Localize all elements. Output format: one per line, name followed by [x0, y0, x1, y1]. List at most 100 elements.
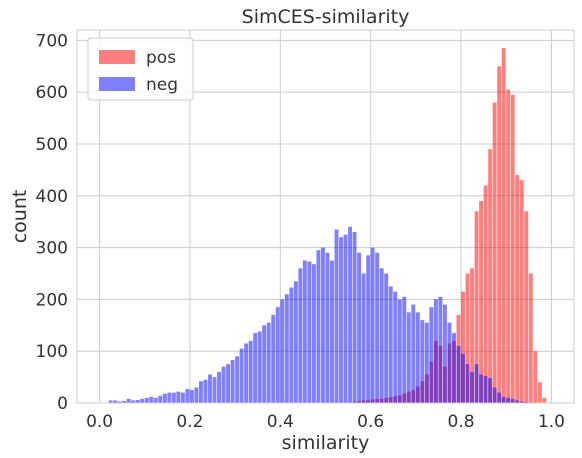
neg-bar	[235, 356, 240, 403]
y-tick-labels: 0 100 200 300 400 500 600 700	[36, 31, 68, 414]
neg-bar	[275, 307, 280, 403]
x-tick-label: 0.0	[86, 412, 113, 432]
x-tick-labels: 0.0 0.2 0.4 0.6 0.8 1.0	[86, 412, 565, 432]
neg-bar	[257, 331, 262, 403]
neg-bar	[492, 387, 497, 403]
y-tick-label: 100	[36, 342, 68, 362]
neg-bar	[144, 397, 149, 403]
neg-bar	[397, 299, 402, 403]
neg-bar	[515, 400, 520, 403]
neg-bar	[330, 260, 334, 403]
neg-bar	[506, 397, 511, 403]
pos-bar	[519, 180, 524, 403]
neg-bar	[126, 398, 131, 403]
neg-bar	[149, 396, 154, 403]
legend-swatch-neg	[99, 77, 135, 91]
neg-bar	[438, 296, 443, 403]
neg-bar	[465, 364, 470, 403]
pos-bar	[465, 273, 470, 403]
x-tick-label: 1.0	[538, 412, 565, 432]
legend-label-neg: neg	[146, 75, 178, 95]
neg-bar	[298, 268, 303, 403]
neg-bar	[357, 252, 362, 403]
pos-bar	[492, 102, 497, 404]
neg-bar	[203, 379, 208, 403]
neg-bar	[433, 299, 438, 403]
neg-bar	[153, 397, 158, 403]
y-tick-label: 200	[36, 290, 68, 310]
x-tick-label: 0.8	[448, 412, 475, 432]
neg-bar	[244, 343, 249, 403]
neg-bar	[452, 333, 456, 403]
neg-bar	[474, 364, 479, 403]
y-axis-label: count	[9, 190, 31, 244]
legend-label-pos: pos	[146, 48, 176, 68]
neg-bar	[189, 390, 194, 403]
pos-bar	[479, 200, 484, 403]
neg-bar	[293, 281, 298, 403]
neg-bar	[176, 391, 181, 403]
x-axis-label: similarity	[282, 432, 370, 454]
pos-bar	[470, 268, 474, 403]
neg-bar	[501, 396, 506, 403]
neg-bar	[456, 346, 461, 403]
neg-bar	[289, 287, 294, 403]
neg-bar	[122, 400, 127, 403]
neg-bar	[470, 371, 474, 403]
pos-bar	[528, 273, 533, 403]
neg-bar	[239, 348, 244, 403]
neg-bar	[483, 376, 488, 403]
bars	[108, 48, 547, 404]
neg-bar	[366, 255, 371, 403]
neg-bar	[180, 392, 185, 403]
neg-bar	[429, 307, 434, 403]
neg-bar	[162, 393, 167, 403]
x-tick-label: 0.6	[357, 412, 384, 432]
neg-bar	[135, 399, 140, 403]
pos-bar	[524, 211, 529, 403]
neg-bar	[488, 378, 493, 403]
neg-bar	[325, 252, 330, 403]
neg-bar	[424, 322, 429, 403]
neg-bar	[339, 237, 343, 403]
legend: pos neg	[87, 37, 194, 101]
neg-bar	[334, 229, 339, 403]
neg-bar	[302, 260, 307, 403]
neg-bar	[253, 333, 258, 403]
y-tick-label: 700	[36, 31, 68, 51]
neg-bar	[194, 387, 199, 403]
y-tick-label: 400	[36, 187, 68, 207]
neg-bar	[519, 401, 524, 403]
neg-bar	[442, 304, 447, 403]
pos-bar	[515, 175, 520, 403]
series-neg	[108, 226, 529, 403]
pos-bar	[488, 149, 493, 403]
neg-bar	[217, 371, 221, 403]
neg-bar	[307, 261, 312, 403]
neg-bar	[348, 226, 353, 403]
neg-bar	[370, 247, 375, 403]
neg-bar	[361, 273, 366, 403]
neg-bar	[384, 273, 389, 403]
neg-bar	[212, 377, 217, 403]
grid	[77, 30, 574, 404]
neg-bar	[198, 381, 203, 403]
neg-bar	[479, 374, 484, 403]
neg-bar	[352, 232, 357, 403]
neg-bar	[343, 234, 348, 403]
neg-bar	[158, 395, 163, 403]
pos-bar	[501, 48, 506, 403]
neg-bar	[461, 353, 465, 403]
neg-bar	[420, 320, 425, 403]
legend-swatch-pos	[99, 50, 135, 64]
neg-bar	[375, 252, 380, 403]
pos-bar	[474, 211, 479, 403]
neg-bar	[406, 312, 411, 403]
pos-bar	[542, 397, 547, 403]
neg-bar	[131, 400, 136, 403]
neg-bar	[230, 360, 235, 403]
neg-bar	[316, 250, 321, 403]
x-tick-label: 0.4	[267, 412, 294, 432]
neg-bar	[108, 400, 113, 403]
